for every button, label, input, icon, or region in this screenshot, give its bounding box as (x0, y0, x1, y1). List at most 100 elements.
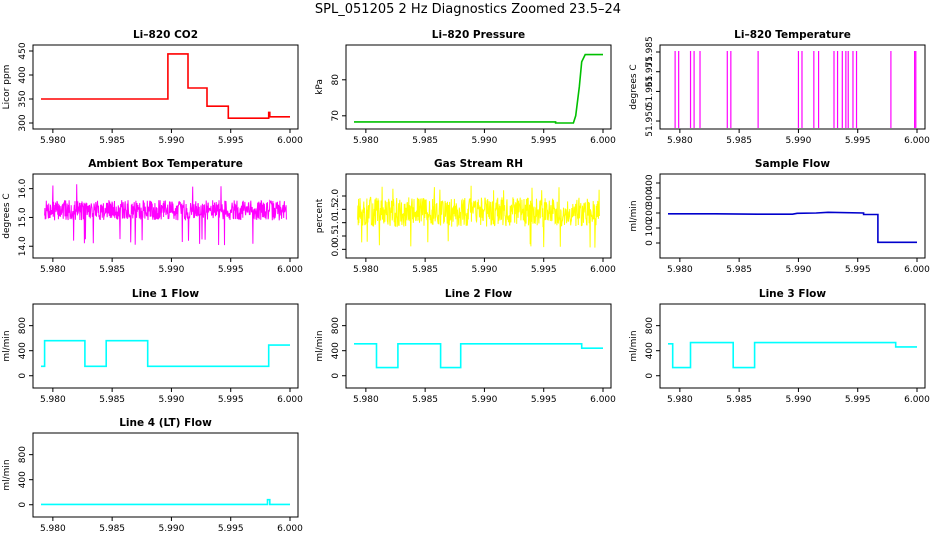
series-line (668, 341, 917, 369)
series-line (41, 53, 290, 119)
series-line (44, 184, 287, 246)
chart-panel-2: Li–820 Pressure 5.980 5.985 5.990 5.995 6.000… (315, 29, 616, 146)
chart-panel-6: Sample Flow 5.980 5.985 5.990 5.995 6.000 0 100… (629, 158, 930, 275)
x-tick-label: 5.990 (159, 265, 185, 275)
x-tick-label: 5.990 (472, 265, 498, 275)
y-tick-label: 0 (645, 373, 655, 379)
x-tick-label: 5.985 (726, 395, 752, 405)
y-tick-label: 51.985 (645, 36, 655, 67)
x-tick-label: 5.995 (531, 265, 557, 275)
plot-frame (32, 173, 299, 259)
data-layer (41, 53, 290, 119)
x-tick-label: 5.995 (218, 265, 244, 275)
y-tick-label: 400 (645, 342, 655, 359)
x-tick-label: 5.995 (218, 395, 244, 405)
y-tick-label: 350 (18, 90, 28, 107)
x-tick-label: 5.995 (531, 395, 557, 405)
y-tick-label: 400 (18, 342, 28, 359)
x-tick-label: 6.000 (277, 265, 303, 275)
y-tick-label: 0.5 (331, 229, 341, 243)
chart-panel-5: Gas Stream RH 5.980 5.985 5.990 5.995 6.000 0.… (315, 158, 616, 275)
data-layer (674, 51, 917, 128)
x-tick-label: 5.995 (531, 136, 557, 146)
x-tick-label: 5.980 (40, 524, 66, 534)
y-axis-label: ml/min (629, 330, 639, 361)
y-tick-label: 400 (645, 174, 655, 191)
y-tick-label: 51.950 (645, 105, 655, 137)
series-line (41, 339, 290, 368)
y-tick-label: 16.0 (18, 178, 28, 198)
y-tick-label: 800 (18, 317, 28, 334)
y-tick-label: 2.0 (331, 189, 341, 204)
x-tick-label: 6.000 (590, 395, 616, 405)
series-line (41, 498, 290, 506)
y-tick-label: 1.0 (331, 215, 341, 230)
plot-frame (345, 173, 612, 259)
y-tick-label: 200 (645, 204, 655, 221)
chart-title: Li–820 Pressure (432, 29, 525, 41)
y-tick-label: 800 (18, 446, 28, 463)
chart-panel-8: Line 2 Flow 5.980 5.985 5.990 5.995 6.000 0 400… (315, 288, 616, 405)
chart-panel-10: Line 4 (LT) Flow 5.980 5.985 5.990 5.995 6.00… (2, 417, 303, 534)
x-tick-label: 5.990 (472, 395, 498, 405)
x-tick-label: 5.985 (726, 265, 752, 275)
x-tick-label: 6.000 (277, 524, 303, 534)
plot-frame (659, 303, 926, 389)
x-tick-label: 6.000 (904, 136, 930, 146)
y-tick-label: 300 (645, 189, 655, 206)
y-tick-label: 400 (331, 342, 341, 359)
y-tick-label: 70 (331, 110, 341, 122)
x-tick-label: 6.000 (904, 395, 930, 405)
x-tick-label: 5.995 (218, 136, 244, 146)
chart-panel-4: Ambient Box Temperature 5.980 5.985 5.990 5.… (2, 158, 303, 275)
y-tick-label: 800 (645, 317, 655, 334)
x-tick-label: 5.995 (845, 395, 871, 405)
y-axis-label: Licor ppm (2, 65, 12, 110)
x-tick-label: 5.985 (99, 136, 125, 146)
x-tick-label: 5.990 (786, 395, 812, 405)
y-tick-label: 0 (331, 373, 341, 379)
plot-frame (32, 44, 299, 130)
series-line (668, 211, 917, 244)
y-axis-label: percent (315, 198, 325, 233)
figure-title: SPL_051205 2 Hz Diagnostics Zoomed 23.5–… (314, 2, 622, 17)
y-tick-label: 0 (18, 502, 28, 508)
chart-title: Ambient Box Temperature (88, 158, 243, 170)
x-tick-label: 5.980 (40, 395, 66, 405)
y-tick-label: 0 (645, 240, 655, 246)
plot-frame (659, 173, 926, 259)
x-tick-label: 5.990 (159, 524, 185, 534)
y-tick-label: 450 (18, 42, 28, 59)
x-tick-label: 5.980 (353, 136, 379, 146)
chart-title: Sample Flow (755, 158, 830, 170)
series-line (354, 343, 603, 369)
data-layer (41, 498, 290, 506)
chart-title: Li–820 CO2 (133, 29, 198, 41)
x-tick-label: 5.980 (667, 395, 693, 405)
y-axis-label: ml/min (315, 330, 325, 361)
plot-frame (32, 303, 299, 389)
chart-title: Li–820 Temperature (734, 29, 851, 41)
y-tick-label: 14.0 (18, 236, 28, 256)
chart-panel-9: Line 3 Flow 5.980 5.985 5.990 5.995 6.000 0 400… (629, 288, 930, 405)
x-tick-label: 6.000 (277, 395, 303, 405)
x-tick-label: 5.985 (99, 395, 125, 405)
y-tick-label: 400 (18, 471, 28, 488)
x-tick-label: 5.990 (159, 395, 185, 405)
chart-panel-1: Li–820 CO2 5.980 5.985 5.990 5.995 6.000 300 35… (2, 29, 303, 146)
chart-title: Line 4 (LT) Flow (119, 417, 212, 429)
x-tick-label: 5.980 (353, 265, 379, 275)
y-tick-label: 15.0 (18, 207, 28, 227)
x-tick-label: 5.985 (412, 395, 438, 405)
x-tick-label: 5.990 (159, 136, 185, 146)
plot-frame (345, 44, 612, 130)
x-tick-label: 5.980 (40, 136, 66, 146)
x-tick-label: 5.980 (667, 265, 693, 275)
x-tick-label: 5.980 (667, 136, 693, 146)
x-tick-label: 6.000 (590, 136, 616, 146)
y-axis-label: ml/min (2, 330, 12, 361)
x-tick-label: 5.985 (726, 136, 752, 146)
x-tick-label: 5.985 (99, 265, 125, 275)
y-axis-label: ml/min (629, 200, 639, 231)
